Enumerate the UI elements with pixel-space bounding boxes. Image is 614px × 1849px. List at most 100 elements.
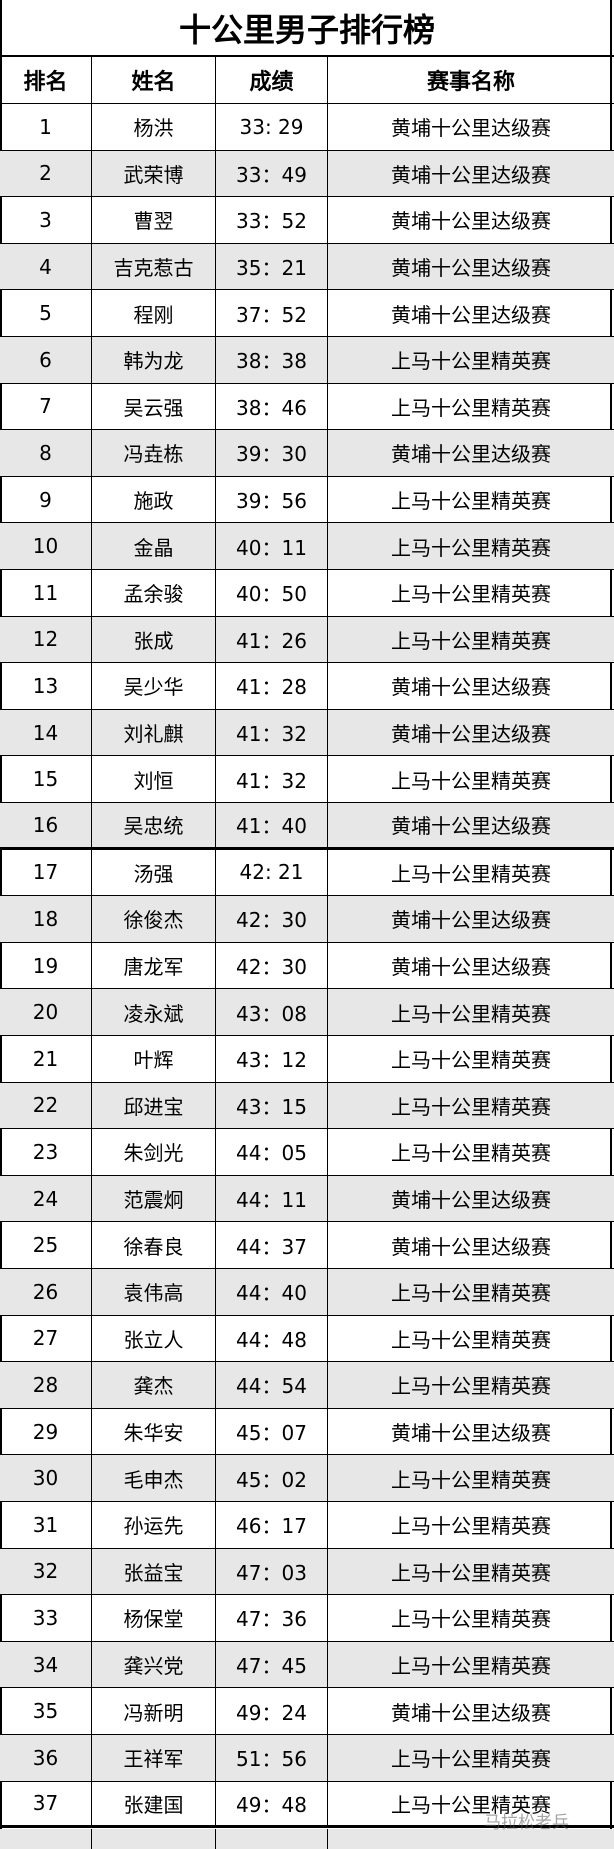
- table-row: 8 冯垚栋 39：30 黄埔十公里达级赛: [0, 430, 614, 477]
- cell-event: 上马十公里精英赛: [391, 1374, 551, 1399]
- cell-time: 43：12: [216, 1036, 328, 1082]
- cell-name: 杨洪: [92, 104, 216, 150]
- cell-time: 47：36: [216, 1595, 328, 1641]
- cell-time: 49：48: [216, 1781, 328, 1826]
- cell-time: 39：30: [216, 430, 328, 476]
- cell-event: 上马十公里精英赛: [391, 1281, 551, 1306]
- table-row: 12 张成 41：26 上马十公里精英赛: [0, 616, 614, 664]
- table-row: 32 张益宝 47：03 上马十公里精英赛: [0, 1548, 614, 1596]
- cell-time: 49：24: [216, 1688, 328, 1734]
- cell-event: 上马十公里精英赛: [391, 1747, 551, 1772]
- cell-event: 上马十公里精英赛: [391, 489, 551, 514]
- table-header: 排名 姓名 成绩 赛事名称: [0, 57, 614, 104]
- cell-name: 程刚: [92, 290, 216, 336]
- table-row: 1 杨洪 33: 29 黄埔十公里达级赛: [0, 104, 614, 151]
- table-row: 7 吴云强 38：46 上马十公里精英赛: [0, 383, 614, 431]
- table-row: 20 凌永斌 43：08 上马十公里精英赛: [0, 989, 614, 1036]
- header-event: 赛事名称: [426, 70, 515, 95]
- cell-name: 徐春良: [92, 1222, 216, 1268]
- cell-rank: 31: [0, 1502, 92, 1548]
- cell-time: 42：30: [216, 942, 328, 989]
- cell-time: 40：11: [216, 523, 328, 569]
- cell-rank: 6: [0, 337, 92, 383]
- table-row: 21 叶辉 43：12 上马十公里精英赛: [0, 1036, 614, 1083]
- table-row: 14 刘礼麒 41：32 黄埔十公里达级赛: [0, 709, 614, 757]
- cell-event: 上马十公里精英赛: [391, 535, 551, 560]
- cell-rank: 16: [0, 803, 92, 847]
- cell-time: 47：45: [216, 1641, 328, 1688]
- cell-rank: 32: [0, 1548, 92, 1595]
- table-row: 25 徐春良 44：37 黄埔十公里达级赛: [0, 1222, 614, 1269]
- cell-event: 黄埔十公里达级赛: [391, 256, 551, 281]
- cell-rank: 1: [0, 104, 92, 150]
- cell-event: 上马十公里精英赛: [391, 1560, 551, 1585]
- watermark: 马拉松老兵: [484, 1813, 569, 1833]
- cell-time: 44：37: [216, 1222, 328, 1268]
- cell-time: 38：38: [216, 337, 328, 383]
- cell-time: 38：46: [216, 383, 328, 430]
- cell-rank: 18: [0, 896, 92, 942]
- cell-event: 黄埔十公里达级赛: [391, 675, 551, 700]
- cell-name: 杨保堂: [92, 1595, 216, 1641]
- cell-event: 上马十公里精英赛: [391, 1327, 551, 1352]
- header-time: 成绩: [216, 57, 328, 103]
- cell-time: 41：26: [216, 616, 328, 663]
- cell-time: 42: 21: [216, 849, 328, 896]
- cell-name: 王祥军: [92, 1735, 216, 1781]
- cell-rank: 4: [0, 243, 92, 290]
- cell-name: 邱进宝: [92, 1082, 216, 1129]
- cell-name: 吴少华: [92, 663, 216, 709]
- table-row: 34 龚兴党 47：45 上马十公里精英赛: [0, 1641, 614, 1689]
- table-row: 30 毛申杰 45：02 上马十公里精英赛: [0, 1455, 614, 1502]
- cell-event: 上马十公里精英赛: [391, 395, 551, 420]
- cell-name: 刘恒: [92, 756, 216, 802]
- cell-name: 吴忠统: [92, 803, 216, 847]
- cell-name: 金晶: [92, 523, 216, 569]
- cell-rank: 13: [0, 663, 92, 709]
- cell-name: 刘礼麒: [92, 709, 216, 756]
- cell-name: 范震炯: [92, 1175, 216, 1222]
- cell-rank: 20: [0, 989, 92, 1035]
- cell-time: 39：56: [216, 476, 328, 523]
- cell-name: 朱剑光: [92, 1129, 216, 1175]
- cell-time: 43：08: [216, 989, 328, 1035]
- cell-event: 上马十公里精英赛: [391, 1001, 551, 1026]
- cell-rank: 25: [0, 1222, 92, 1268]
- cell-event: 上马十公里精英赛: [391, 1467, 551, 1492]
- cell-name: 袁伟高: [92, 1269, 216, 1315]
- cell-event: 上马十公里精英赛: [391, 628, 551, 653]
- cell-name: 张建国: [92, 1781, 216, 1826]
- cell-time: 44：05: [216, 1129, 328, 1175]
- table-row: 31 孙运先 46：17 上马十公里精英赛: [0, 1502, 614, 1549]
- table-row: 5 程刚 37：52 黄埔十公里达级赛: [0, 290, 614, 337]
- cell-rank: 15: [0, 756, 92, 802]
- table-row: 18 徐俊杰 42：30 黄埔十公里达级赛: [0, 896, 614, 943]
- cell-name: 孙运先: [92, 1502, 216, 1548]
- cell-event: 黄埔十公里达级赛: [391, 1421, 551, 1446]
- cell-rank: 34: [0, 1641, 92, 1688]
- cell-event: 黄埔十公里达级赛: [391, 908, 551, 933]
- cell-rank: 30: [0, 1455, 92, 1501]
- cell-name: 凌永斌: [92, 989, 216, 1035]
- cell-rank: 17: [0, 849, 92, 896]
- table-row: 11 孟余骏 40：50 上马十公里精英赛: [0, 570, 614, 617]
- cell-name: 武荣博: [92, 150, 216, 197]
- cell-event: 黄埔十公里达级赛: [391, 814, 551, 839]
- table-row: 24 范震炯 44：11 黄埔十公里达级赛: [0, 1175, 614, 1223]
- cell-time: 44：54: [216, 1362, 328, 1408]
- cell-name: 张立人: [92, 1315, 216, 1362]
- cell-name: 唐龙军: [92, 942, 216, 989]
- cell-event: 上马十公里精英赛: [391, 1792, 551, 1817]
- cell-rank: 23: [0, 1129, 92, 1175]
- cell-rank: 2: [0, 150, 92, 197]
- cell-event: 黄埔十公里达级赛: [391, 722, 551, 747]
- cell-time: 33: 29: [216, 104, 328, 150]
- cell-name: 龚兴党: [92, 1641, 216, 1688]
- cell-time: 44：11: [216, 1175, 328, 1222]
- table-row: 4 吉克惹古 35：21 黄埔十公里达级赛: [0, 243, 614, 291]
- header-name: 姓名: [92, 57, 216, 103]
- cell-name: 叶辉: [92, 1036, 216, 1082]
- cell-name: 冯新明: [92, 1688, 216, 1734]
- cell-rank: 36: [0, 1735, 92, 1781]
- cell-event: 黄埔十公里达级赛: [391, 1188, 551, 1213]
